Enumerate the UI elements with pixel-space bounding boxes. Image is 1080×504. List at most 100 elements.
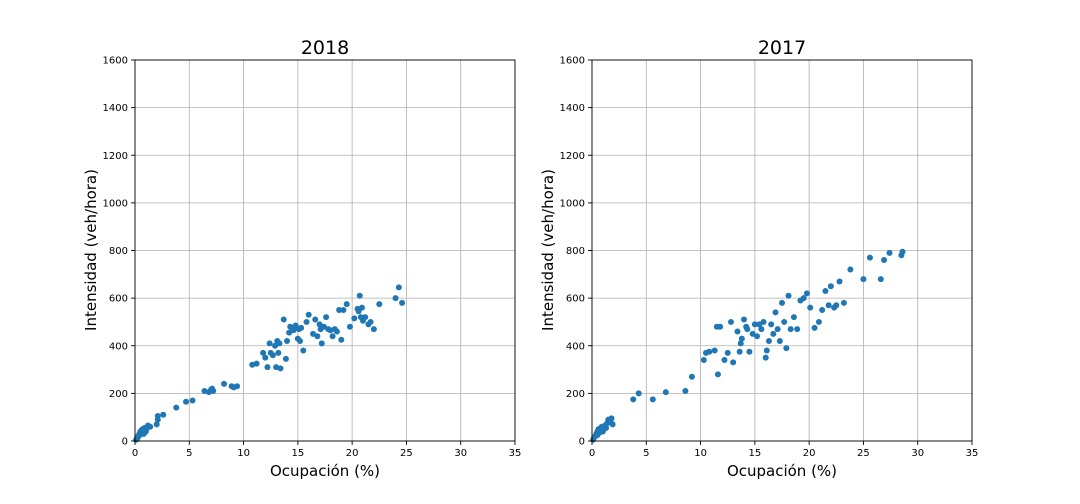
y-tick-label: 1000: [560, 198, 585, 209]
y-tick-label: 400: [566, 341, 585, 352]
data-point: [785, 292, 792, 299]
data-point: [781, 318, 788, 325]
data-point: [877, 276, 884, 283]
data-point: [303, 318, 310, 325]
x-tick-label: 5: [186, 448, 192, 459]
x-tick-label: 10: [237, 448, 250, 459]
data-point: [260, 349, 267, 356]
data-point: [768, 321, 775, 328]
data-point: [815, 318, 822, 325]
data-point: [300, 347, 307, 354]
data-point: [358, 304, 365, 311]
x-tick-label: 5: [643, 448, 649, 459]
data-point: [688, 373, 695, 380]
data-point: [277, 365, 284, 372]
data-point: [803, 290, 810, 297]
chart-title: 2018: [301, 37, 349, 59]
x-tick-label: 15: [748, 448, 761, 459]
data-point: [395, 284, 402, 291]
data-point: [737, 340, 744, 347]
data-point: [776, 337, 783, 344]
y-tick-label: 600: [566, 294, 585, 305]
data-point: [825, 302, 832, 309]
data-point: [714, 371, 721, 378]
data-point: [774, 326, 781, 333]
data-point: [290, 327, 297, 334]
data-point: [173, 404, 180, 411]
data-point: [338, 336, 345, 343]
data-point: [234, 383, 241, 390]
data-point: [751, 321, 758, 328]
data-point: [881, 257, 888, 264]
data-point: [662, 389, 669, 396]
y-tick-label: 800: [109, 246, 128, 257]
y-tick-label: 1200: [103, 151, 128, 162]
data-point: [736, 348, 743, 355]
data-point: [609, 421, 616, 428]
data-point: [340, 307, 347, 314]
data-point: [724, 349, 731, 356]
data-point: [706, 348, 713, 355]
data-point: [189, 397, 196, 404]
data-point: [253, 360, 260, 367]
data-point: [746, 348, 753, 355]
data-point: [314, 333, 321, 340]
y-axis-label: Intensidad (veh/hora): [82, 169, 100, 331]
data-point: [262, 354, 269, 361]
data-point: [734, 328, 741, 335]
plot-area: 0 5 10 15 20 25 30 35 0 200 400 600 800 1000 1200 1400 1…: [103, 56, 522, 460]
data-point: [282, 355, 289, 362]
data-point: [770, 330, 777, 337]
data-point: [836, 278, 843, 285]
data-point: [700, 357, 707, 364]
data-point: [603, 424, 610, 431]
y-tick-label: 1200: [560, 151, 585, 162]
y-tick-label: 1400: [103, 103, 128, 114]
y-tick-label: 800: [566, 246, 585, 257]
x-tick-label: 20: [803, 448, 816, 459]
y-tick-label: 0: [579, 437, 585, 448]
chart-2018: 2018 0 5 10 15 20 25 30 35 0 200 400 600 800 1000 1200…: [82, 37, 521, 480]
x-tick-label: 30: [911, 448, 924, 459]
x-tick-label: 30: [454, 448, 467, 459]
data-point: [630, 396, 637, 403]
data-point: [297, 337, 304, 344]
data-point: [210, 387, 217, 394]
data-point: [160, 411, 167, 418]
x-tick-label: 35: [509, 448, 522, 459]
plot-area: 0 5 10 15 20 25 30 35 0 200 400 600 800 1000 1200 1400 1…: [560, 56, 979, 460]
y-tick-label: 1000: [103, 198, 128, 209]
data-point: [329, 333, 336, 340]
chart-2017: 2017 0 5 10 15 20 25 30 35 0 200 400 600 800 1000 1200…: [539, 37, 978, 480]
y-tick-label: 600: [109, 294, 128, 305]
data-point: [758, 326, 765, 333]
data-point: [860, 276, 867, 283]
chart-title: 2017: [758, 37, 806, 59]
x-tick-label: 25: [857, 448, 870, 459]
data-point: [744, 326, 751, 333]
data-point: [649, 396, 656, 403]
y-tick-label: 400: [109, 341, 128, 352]
data-point: [399, 299, 406, 306]
data-point: [738, 335, 745, 342]
x-tick-label: 0: [589, 448, 595, 459]
data-point: [682, 387, 689, 394]
data-point: [827, 283, 834, 290]
data-point: [346, 323, 353, 330]
data-point: [276, 340, 283, 347]
data-point: [886, 249, 893, 256]
data-point: [336, 307, 343, 314]
y-tick-label: 1600: [560, 56, 585, 67]
data-point: [298, 324, 305, 331]
x-tick-label: 10: [694, 448, 707, 459]
x-axis-label: Ocupación (%): [727, 462, 837, 480]
data-point: [367, 318, 374, 325]
data-point: [741, 316, 747, 323]
data-point: [711, 347, 718, 354]
data-point: [280, 316, 287, 323]
data-point: [305, 311, 312, 318]
data-point: [275, 349, 282, 356]
data-point: [183, 398, 190, 405]
x-axis-label: Ocupación (%): [270, 462, 380, 480]
